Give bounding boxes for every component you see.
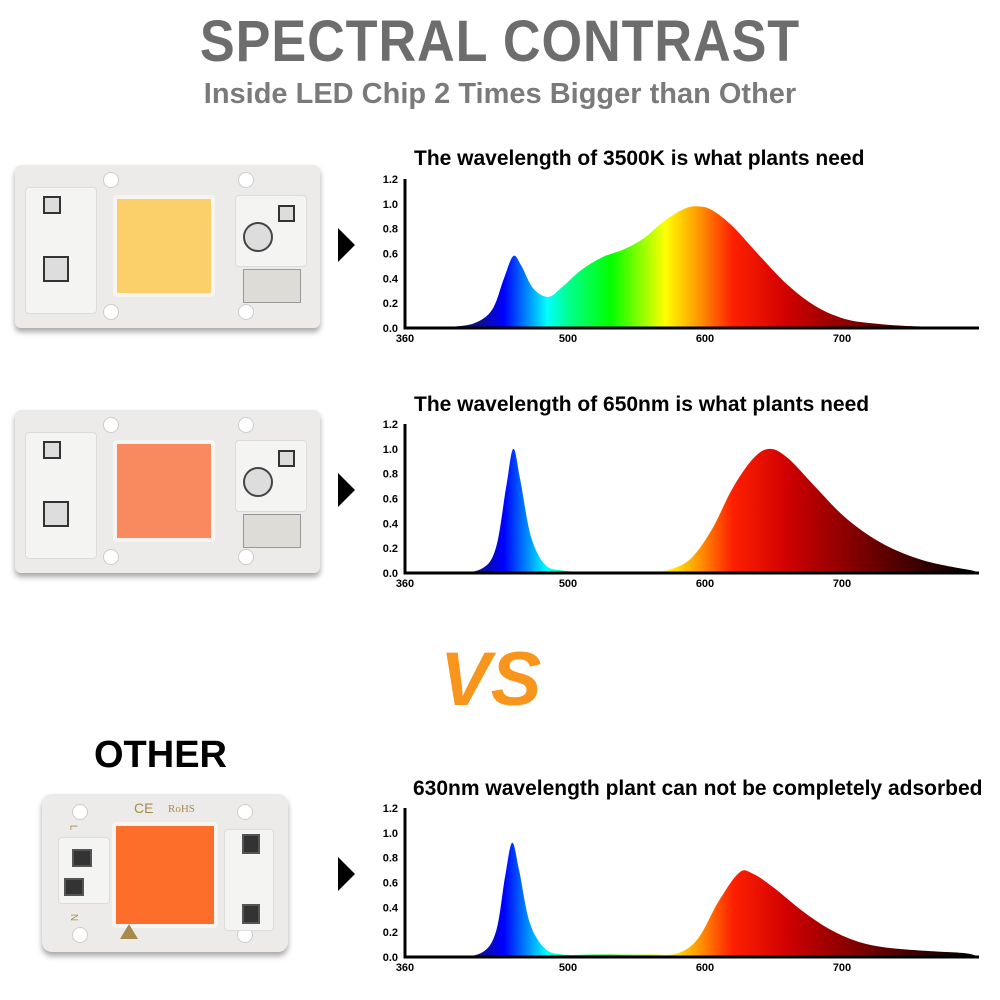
ic-component bbox=[43, 441, 61, 459]
chart-title: 630nm wavelength plant can not be comple… bbox=[413, 777, 983, 800]
y-tick-label: 0.0 bbox=[383, 323, 398, 335]
ic-component bbox=[72, 849, 92, 867]
arrow-right-icon bbox=[338, 228, 355, 262]
mount-hole bbox=[237, 804, 253, 820]
axis-line bbox=[403, 179, 979, 330]
x-tick-label: 600 bbox=[696, 578, 714, 590]
y-tick-label: 1.0 bbox=[383, 444, 398, 456]
x-tick-label: 700 bbox=[833, 333, 851, 345]
x-tick-label: 500 bbox=[559, 578, 577, 590]
y-tick-label: 1.0 bbox=[383, 199, 398, 211]
warning-icon bbox=[120, 924, 138, 939]
ce-mark: CE bbox=[134, 800, 154, 816]
x-tick-label: 360 bbox=[396, 962, 414, 974]
x-tick-label: 700 bbox=[833, 578, 851, 590]
terminal-ring bbox=[243, 467, 273, 497]
wire-terminal bbox=[243, 514, 301, 548]
y-tick-label: 0.6 bbox=[383, 494, 398, 506]
y-tick-label: 0.6 bbox=[383, 878, 398, 890]
ic-component bbox=[64, 878, 84, 896]
page-subtitle: Inside LED Chip 2 Times Bigger than Othe… bbox=[203, 78, 797, 110]
spectrum-area bbox=[405, 842, 979, 957]
mount-hole bbox=[238, 304, 254, 320]
mount-hole bbox=[238, 172, 254, 188]
mount-hole bbox=[238, 417, 254, 433]
led-die bbox=[112, 822, 218, 928]
y-tick-label: 0.8 bbox=[383, 224, 398, 236]
ic-component bbox=[43, 256, 69, 282]
led-chip-3500k bbox=[15, 165, 320, 328]
mount-hole bbox=[238, 549, 254, 565]
page-title: SPECTRAL CONTRAST bbox=[199, 9, 801, 74]
ic-component bbox=[43, 501, 69, 527]
x-tick-label: 500 bbox=[559, 962, 577, 974]
arrow-right-icon bbox=[338, 473, 355, 507]
axis-line bbox=[403, 808, 979, 959]
ic-component bbox=[43, 196, 61, 214]
chart-title: The wavelength of 650nm is what plants n… bbox=[414, 393, 870, 416]
x-tick-label: 700 bbox=[833, 962, 851, 974]
y-tick-label: 0.0 bbox=[383, 952, 398, 964]
y-tick-label: 0.8 bbox=[383, 853, 398, 865]
arrow-right-icon bbox=[338, 857, 355, 891]
x-tick-label: 500 bbox=[559, 333, 577, 345]
led-die bbox=[113, 195, 215, 297]
y-tick-label: 1.2 bbox=[383, 803, 398, 815]
vs-label: VS bbox=[440, 637, 542, 722]
other-label: OTHER bbox=[94, 734, 227, 776]
y-tick-label: 0.8 bbox=[383, 469, 398, 481]
mount-hole bbox=[72, 804, 88, 820]
y-tick-label: 0.4 bbox=[383, 902, 399, 914]
y-tick-label: 1.2 bbox=[383, 419, 398, 431]
y-tick-label: 1.0 bbox=[383, 828, 398, 840]
ic-component bbox=[278, 450, 295, 467]
mount-hole bbox=[103, 549, 119, 565]
mount-hole bbox=[103, 417, 119, 433]
driver-pad bbox=[25, 432, 97, 559]
y-tick-label: 1.2 bbox=[383, 174, 398, 186]
chart-title: The wavelength of 3500K is what plants n… bbox=[414, 147, 865, 170]
y-tick-label: 0.2 bbox=[383, 927, 398, 939]
ic-component bbox=[242, 904, 260, 924]
y-tick-label: 0.6 bbox=[383, 249, 398, 261]
rohs-mark: RoHS bbox=[168, 803, 195, 815]
y-tick-label: 0.2 bbox=[383, 298, 398, 310]
x-tick-label: 600 bbox=[696, 962, 714, 974]
axis-line bbox=[403, 424, 979, 575]
led-chip-650nm bbox=[15, 410, 320, 573]
x-tick-label: 360 bbox=[396, 333, 414, 345]
spectrum-area bbox=[405, 448, 979, 573]
y-tick-label: 0.2 bbox=[383, 543, 398, 555]
ic-component bbox=[278, 205, 295, 222]
mount-hole bbox=[103, 304, 119, 320]
mount-hole bbox=[103, 172, 119, 188]
x-tick-label: 360 bbox=[396, 578, 414, 590]
mount-hole bbox=[72, 927, 88, 943]
ic-component bbox=[242, 834, 260, 854]
led-chip-other: CE RoHS L N bbox=[42, 794, 288, 952]
spectrum-area bbox=[405, 206, 979, 328]
y-tick-label: 0.4 bbox=[383, 273, 399, 285]
y-tick-label: 0.4 bbox=[383, 518, 399, 530]
y-tick-label: 0.0 bbox=[383, 568, 398, 580]
driver-pad bbox=[25, 187, 97, 314]
terminal-ring bbox=[243, 222, 273, 252]
x-tick-label: 600 bbox=[696, 333, 714, 345]
wire-terminal bbox=[243, 269, 301, 303]
led-die bbox=[113, 440, 215, 542]
